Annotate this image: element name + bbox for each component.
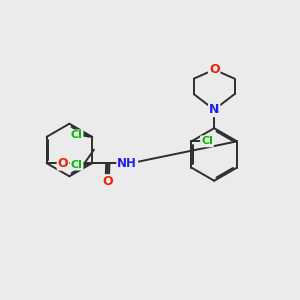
Text: Cl: Cl	[71, 130, 82, 140]
Text: O: O	[102, 175, 112, 188]
Text: N: N	[209, 103, 219, 116]
Text: O: O	[58, 157, 68, 169]
Text: Cl: Cl	[201, 136, 213, 146]
Text: NH: NH	[117, 157, 137, 169]
Text: O: O	[209, 63, 220, 76]
Text: Cl: Cl	[71, 160, 82, 170]
